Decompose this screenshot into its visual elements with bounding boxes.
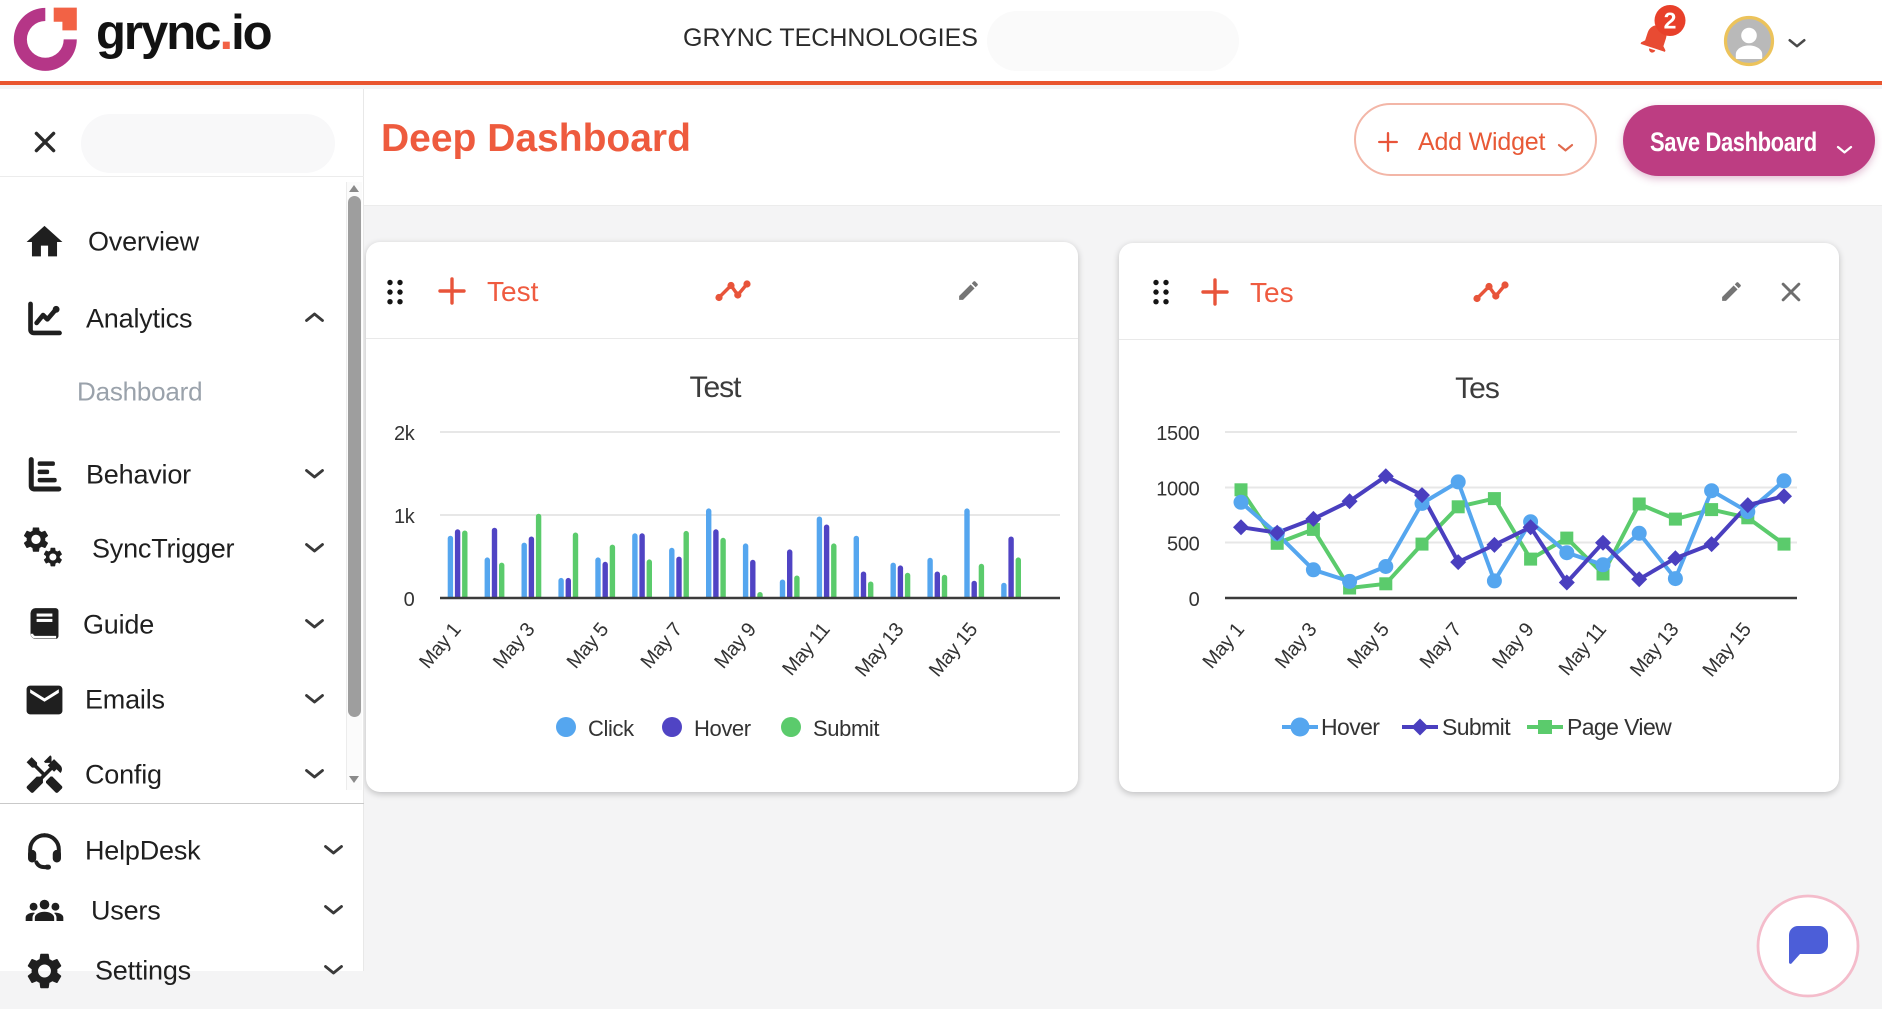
svg-text:May 7: May 7 xyxy=(637,619,687,673)
svg-text:1000: 1000 xyxy=(1156,479,1199,501)
svg-text:2: 2 xyxy=(1664,8,1677,34)
svg-text:May 11: May 11 xyxy=(1555,619,1611,680)
svg-text:May 11: May 11 xyxy=(778,619,834,680)
svg-text:May 15: May 15 xyxy=(925,619,982,681)
svg-text:May 9: May 9 xyxy=(1488,619,1538,673)
svg-text:Click: Click xyxy=(588,716,635,741)
svg-text:May 15: May 15 xyxy=(1699,619,1756,681)
svg-text:Submit: Submit xyxy=(1442,714,1511,740)
svg-text:May 7: May 7 xyxy=(1416,619,1466,673)
svg-text:500: 500 xyxy=(1167,534,1200,556)
svg-text:1500: 1500 xyxy=(1156,423,1199,445)
svg-text:2k: 2k xyxy=(394,423,416,445)
svg-text:May 9: May 9 xyxy=(710,619,760,673)
svg-text:May 13: May 13 xyxy=(851,619,908,681)
svg-text:May 13: May 13 xyxy=(1626,619,1683,681)
svg-text:May 5: May 5 xyxy=(1343,619,1393,673)
svg-text:Tes: Tes xyxy=(1455,372,1499,405)
svg-text:0: 0 xyxy=(1189,589,1200,611)
svg-text:May 3: May 3 xyxy=(1271,619,1321,673)
svg-text:Page View: Page View xyxy=(1567,714,1672,740)
svg-text:May 5: May 5 xyxy=(563,619,613,673)
svg-text:May 3: May 3 xyxy=(489,619,539,673)
svg-text:Test: Test xyxy=(689,371,742,404)
svg-text:0: 0 xyxy=(404,589,415,611)
svg-text:Submit: Submit xyxy=(813,716,879,741)
svg-text:Hover: Hover xyxy=(1321,714,1380,740)
svg-text:1k: 1k xyxy=(394,506,416,528)
svg-text:Hover: Hover xyxy=(694,716,751,741)
svg-text:May 1: May 1 xyxy=(415,619,465,673)
svg-text:May 1: May 1 xyxy=(1199,619,1249,673)
